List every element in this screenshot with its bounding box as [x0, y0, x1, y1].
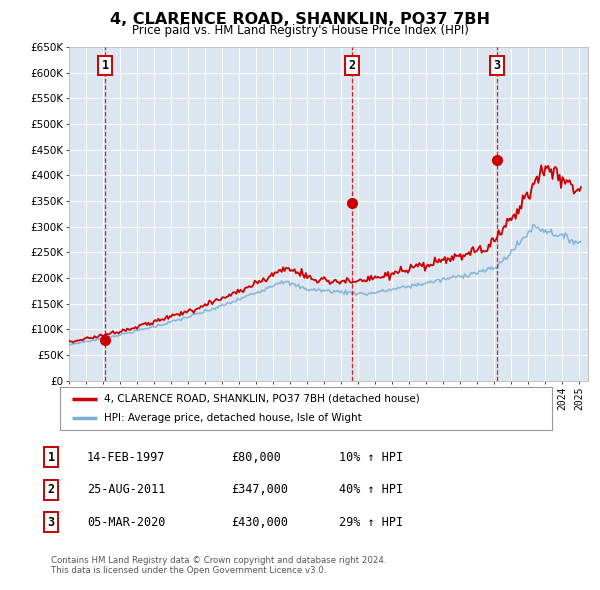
Text: 3: 3 [47, 516, 55, 529]
Text: Contains HM Land Registry data © Crown copyright and database right 2024.
This d: Contains HM Land Registry data © Crown c… [51, 556, 386, 575]
Text: HPI: Average price, detached house, Isle of Wight: HPI: Average price, detached house, Isle… [104, 413, 362, 423]
Text: 3: 3 [494, 59, 501, 72]
Text: £347,000: £347,000 [231, 483, 288, 496]
Text: 1: 1 [47, 451, 55, 464]
Text: 1: 1 [101, 59, 109, 72]
Text: 40% ↑ HPI: 40% ↑ HPI [339, 483, 403, 496]
Text: 2: 2 [349, 59, 356, 72]
Text: 14-FEB-1997: 14-FEB-1997 [87, 451, 166, 464]
Text: £80,000: £80,000 [231, 451, 281, 464]
Text: 4, CLARENCE ROAD, SHANKLIN, PO37 7BH (detached house): 4, CLARENCE ROAD, SHANKLIN, PO37 7BH (de… [104, 394, 420, 404]
Text: 4, CLARENCE ROAD, SHANKLIN, PO37 7BH: 4, CLARENCE ROAD, SHANKLIN, PO37 7BH [110, 12, 490, 27]
Text: 25-AUG-2011: 25-AUG-2011 [87, 483, 166, 496]
Text: £430,000: £430,000 [231, 516, 288, 529]
Text: 29% ↑ HPI: 29% ↑ HPI [339, 516, 403, 529]
Text: 2: 2 [47, 483, 55, 496]
Text: Price paid vs. HM Land Registry's House Price Index (HPI): Price paid vs. HM Land Registry's House … [131, 24, 469, 37]
Text: 10% ↑ HPI: 10% ↑ HPI [339, 451, 403, 464]
Text: 05-MAR-2020: 05-MAR-2020 [87, 516, 166, 529]
